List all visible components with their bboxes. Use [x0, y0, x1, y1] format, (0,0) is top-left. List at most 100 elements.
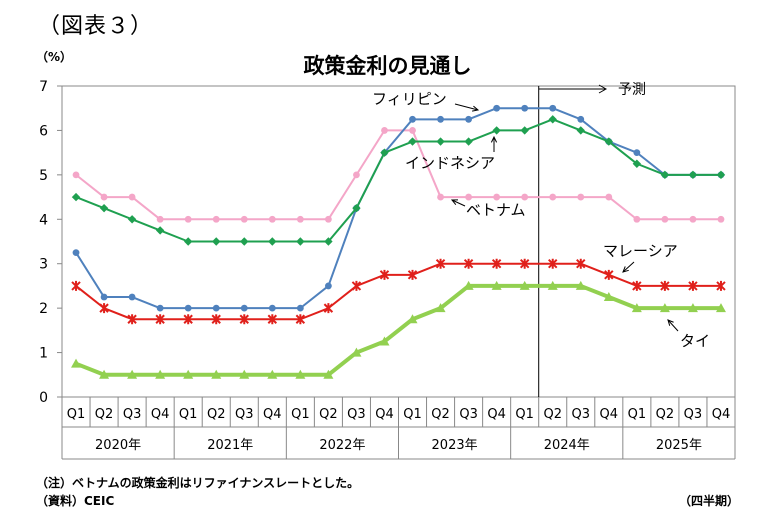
series-label-arrow-head: [622, 266, 629, 273]
data-point: [212, 304, 220, 312]
data-point: [156, 304, 164, 312]
quarter-label: Q3: [684, 407, 703, 422]
quarter-label: Q2: [319, 407, 338, 422]
series-line: [75, 262, 721, 321]
data-point: [632, 280, 642, 291]
year-label: 2023年: [432, 438, 478, 453]
data-point: [381, 127, 388, 134]
series-label-arrow-head: [450, 199, 459, 205]
data-point: [520, 126, 529, 135]
data-point: [184, 215, 192, 223]
quarter-label: Q2: [95, 407, 114, 422]
quarter-label: Q3: [572, 407, 591, 422]
data-point: [603, 292, 614, 302]
data-point: [240, 237, 249, 246]
data-point: [127, 314, 137, 325]
y-tick-label: 7: [39, 79, 48, 95]
chart-title: 政策金利の見通し: [303, 54, 472, 78]
series-label-arrow-head: [472, 105, 480, 112]
quarter-label: Q4: [600, 407, 619, 422]
quarter-label: Q2: [431, 407, 450, 422]
data-point: [604, 137, 614, 146]
data-point: [353, 171, 360, 179]
forecast-label: 予測: [618, 82, 646, 98]
data-point: [127, 369, 138, 379]
data-point: [183, 237, 193, 246]
data-point: [184, 304, 192, 312]
y-tick-label: 6: [39, 123, 48, 139]
quarter-label: Q4: [712, 407, 731, 422]
data-point: [409, 127, 416, 134]
data-point: [323, 303, 334, 314]
year-label: 2020年: [95, 438, 141, 453]
data-point: [72, 171, 80, 179]
data-point: [632, 159, 642, 168]
data-point: [324, 215, 332, 223]
data-point: [324, 237, 333, 246]
data-point: [660, 280, 670, 291]
data-point: [548, 258, 558, 269]
quarter-label: Q2: [656, 407, 675, 422]
series-label-arrow: [451, 199, 466, 207]
quarter-label: Q1: [67, 407, 86, 422]
data-point: [211, 369, 222, 379]
y-tick-label: 4: [39, 212, 48, 228]
quarter-label: Q4: [263, 407, 282, 422]
series-label: ベトナム: [466, 201, 526, 219]
data-point: [519, 258, 530, 269]
data-point: [491, 280, 502, 290]
data-point: [407, 269, 418, 280]
data-point: [407, 314, 418, 324]
data-point: [296, 215, 304, 223]
period-label: （四半期）: [678, 494, 739, 508]
data-point: [127, 215, 137, 224]
data-point: [324, 282, 332, 290]
data-point: [408, 137, 417, 146]
data-point: [100, 193, 108, 201]
data-point: [687, 303, 698, 313]
data-point: [437, 115, 444, 123]
quarter-label: Q4: [375, 407, 394, 422]
data-point: [521, 193, 529, 201]
quarter-label: Q2: [207, 407, 226, 422]
data-point: [577, 115, 585, 123]
y-tick-label: 2: [39, 301, 48, 317]
data-point: [576, 258, 586, 269]
data-point: [155, 369, 166, 379]
series-label: タイ: [680, 332, 710, 350]
data-point: [463, 258, 474, 269]
data-point: [492, 126, 501, 135]
data-point: [268, 304, 276, 312]
quarter-label: Q1: [291, 407, 310, 422]
data-point: [605, 193, 613, 201]
data-point: [128, 193, 136, 201]
data-point: [660, 170, 670, 180]
series-label: マレーシア: [603, 242, 678, 260]
data-point: [72, 249, 80, 257]
data-point: [688, 170, 698, 180]
data-point: [491, 258, 502, 269]
data-point: [409, 115, 416, 123]
data-point: [689, 215, 697, 223]
quarter-label: Q3: [347, 407, 366, 422]
data-point: [183, 314, 193, 325]
data-point: [519, 280, 530, 290]
series-line: [75, 129, 721, 221]
data-point: [267, 369, 278, 379]
data-point: [71, 358, 82, 368]
data-point: [465, 115, 473, 123]
series-label-arrow-head: [490, 135, 498, 143]
data-point: [577, 193, 585, 201]
data-point: [240, 304, 248, 312]
forecast-arrow-head: [598, 84, 608, 94]
data-point: [239, 369, 250, 379]
data-point: [633, 149, 641, 157]
data-point: [323, 369, 334, 379]
data-point: [463, 280, 474, 290]
data-point: [296, 304, 304, 312]
data-point: [435, 303, 446, 313]
quarter-label: Q1: [515, 407, 534, 422]
figure-label: （図表３）: [38, 14, 154, 39]
data-point: [464, 137, 473, 146]
data-point: [521, 104, 529, 112]
